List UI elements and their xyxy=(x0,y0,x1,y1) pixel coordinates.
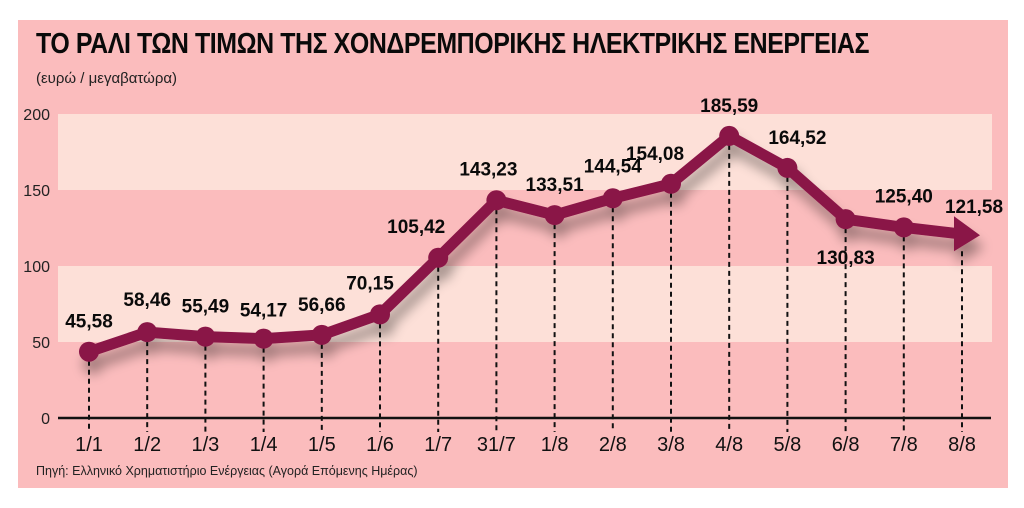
y-tick-label: 100 xyxy=(23,259,50,276)
value-label: 185,59 xyxy=(700,96,758,117)
value-label: 130,83 xyxy=(817,248,875,269)
grid-band xyxy=(58,114,992,190)
data-point-marker xyxy=(835,209,856,230)
x-tick-label: 1/5 xyxy=(308,434,336,456)
x-axis-labels: 1/1 1/2 1/3 1/4 1/5 1/6 1/7 31/7 1/8 2/8 3/8 4/8 5/8… xyxy=(75,434,976,456)
x-tick-label: 1/3 xyxy=(191,434,219,456)
x-tick-label: 1/4 xyxy=(250,434,278,456)
data-point-marker xyxy=(719,125,740,146)
data-point-marker xyxy=(893,217,914,238)
value-label: 58,46 xyxy=(123,290,171,311)
data-point-marker xyxy=(79,341,99,362)
chart-panel xyxy=(18,20,1008,488)
data-point-marker xyxy=(661,173,681,194)
x-tick-label: 3/8 xyxy=(657,434,685,456)
x-tick-label: 8/8 xyxy=(948,434,976,456)
chart-title: ΤΟ ΡΑΛΙ ΤΩΝ ΤΙΜΩΝ ΤΗΣ ΧΟΝΔΡΕΜΠΟΡΙΚΗΣ ΗΛΕ… xyxy=(36,28,869,60)
y-tick-label: 200 xyxy=(23,107,50,124)
value-label: 105,42 xyxy=(387,217,445,238)
value-label: 54,17 xyxy=(240,301,288,322)
data-point-marker xyxy=(195,326,216,347)
data-series-line xyxy=(79,125,980,362)
x-tick-label: 1/7 xyxy=(424,434,452,456)
data-point-marker xyxy=(137,322,158,343)
x-tick-label: 1/8 xyxy=(541,434,569,456)
x-tick-label: 1/6 xyxy=(366,434,394,456)
data-point-marker xyxy=(544,205,565,226)
drop-lines xyxy=(88,135,963,432)
value-label: 121,58 xyxy=(945,197,1003,218)
chart-subtitle: (ευρώ / μεγαβατώρα) xyxy=(36,70,178,87)
x-tick-label: 6/8 xyxy=(832,434,860,456)
y-tick-label: 150 xyxy=(23,183,50,200)
value-label: 45,58 xyxy=(65,312,113,333)
series-path xyxy=(83,130,960,358)
data-point-marker xyxy=(486,190,507,211)
value-label: 70,15 xyxy=(346,273,394,294)
x-tick-label: 2/8 xyxy=(599,434,627,456)
data-point-marker xyxy=(253,328,274,349)
grid-bands xyxy=(58,114,992,342)
grid-band xyxy=(58,266,992,342)
arrowhead-icon xyxy=(954,216,980,252)
value-label: 154,08 xyxy=(626,144,684,165)
data-point-marker xyxy=(777,157,798,178)
value-label: 56,66 xyxy=(298,295,346,316)
x-tick-label: 31/7 xyxy=(477,434,516,456)
value-label: 164,52 xyxy=(768,128,826,149)
x-tick-label: 1/1 xyxy=(75,434,103,456)
source-note: Πηγή: Ελληνικό Χρηματιστήριο Ενέργειας (… xyxy=(36,464,418,478)
value-label: 133,51 xyxy=(526,175,585,196)
value-label: 125,40 xyxy=(875,186,933,207)
y-tick-label: 0 xyxy=(41,411,50,428)
value-label: 144,54 xyxy=(584,156,643,177)
data-point-marker xyxy=(428,247,449,268)
value-label: 143,23 xyxy=(459,159,517,180)
x-tick-label: 7/8 xyxy=(890,434,918,456)
y-tick-label: 50 xyxy=(32,335,50,352)
x-tick-label: 5/8 xyxy=(773,434,801,456)
x-tick-label: 1/2 xyxy=(133,434,161,456)
value-label: 55,49 xyxy=(182,297,230,318)
data-point-marker xyxy=(602,188,623,209)
data-point-marker xyxy=(311,324,332,345)
data-point-marker xyxy=(370,304,390,325)
y-axis: 0 50 100 150 200 xyxy=(23,107,50,428)
x-tick-label: 4/8 xyxy=(715,434,743,456)
